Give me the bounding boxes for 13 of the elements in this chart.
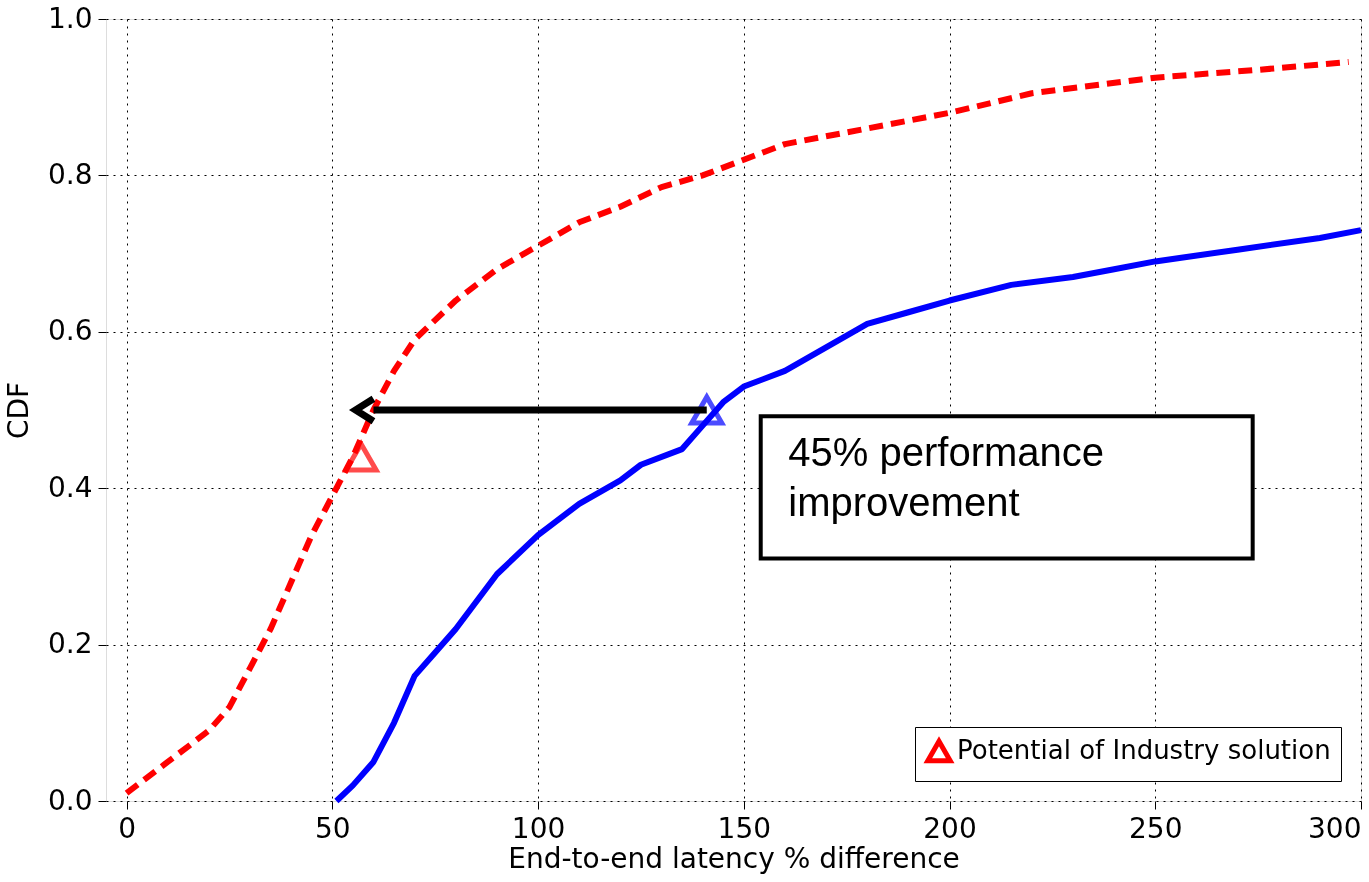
y-tick-label: 0.6 bbox=[47, 314, 93, 348]
annotation: 45% performance improvement bbox=[788, 430, 1105, 525]
x-tick-label: 0 bbox=[118, 811, 136, 845]
y-axis-title: CDF bbox=[1, 381, 35, 440]
y-tick-label: 0.0 bbox=[47, 783, 93, 817]
legend-label: Potential of Industry solution bbox=[957, 735, 1331, 765]
x-tick-label: 250 bbox=[1129, 811, 1183, 845]
y-tick-label: 0.8 bbox=[47, 157, 93, 191]
y-tick-label: 0.4 bbox=[47, 470, 93, 504]
y-tick-label: 1.0 bbox=[47, 1, 93, 35]
x-tick-label: 50 bbox=[314, 811, 351, 845]
y-tick-label: 0.2 bbox=[47, 627, 93, 661]
x-tick-label: 300 bbox=[1308, 811, 1362, 845]
